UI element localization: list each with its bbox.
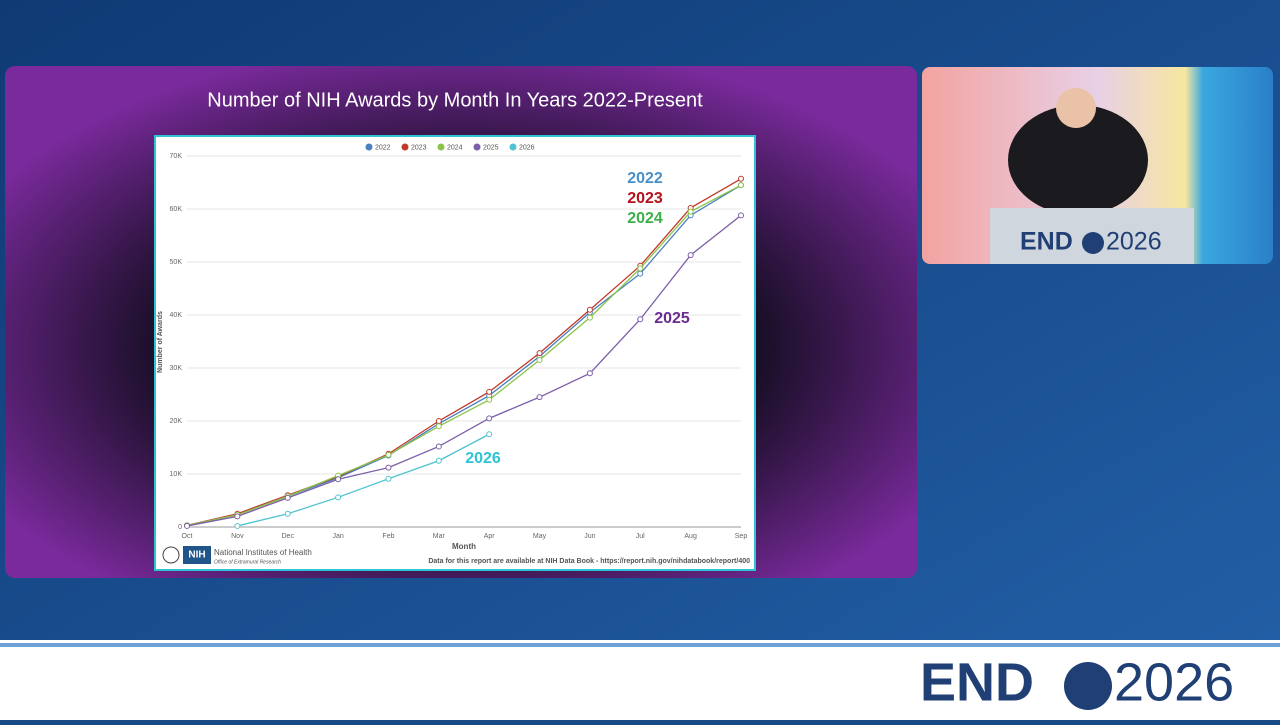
speaker-head (1056, 88, 1096, 128)
x-tick-label: Mar (433, 533, 446, 540)
x-tick-label: Jul (636, 533, 645, 540)
footer-stripe (0, 643, 1280, 647)
data-point (234, 513, 241, 520)
logo-globe (1064, 662, 1112, 710)
legend-marker (365, 143, 373, 151)
data-point (385, 475, 392, 482)
y-axis-label: Number of Awards (157, 311, 164, 373)
y-tick-label: 60K (170, 206, 183, 213)
data-point (637, 270, 644, 277)
data-point (234, 522, 241, 529)
data-point (184, 522, 190, 529)
data-point (435, 457, 442, 464)
legend-label: 2024 (447, 144, 463, 151)
podium-logo-globe (1082, 232, 1104, 254)
data-point (435, 418, 442, 424)
y-tick-label: 0 (178, 524, 182, 531)
data-point (687, 208, 694, 215)
nih-name: National Institutes of Health (214, 548, 312, 557)
y-tick-label: 50K (170, 259, 183, 266)
series-line (186, 178, 742, 527)
data-point (687, 252, 694, 259)
annotation: 2024 (627, 210, 663, 227)
data-point (637, 316, 644, 323)
series-line (186, 184, 742, 527)
podium-logo-name: END (1020, 228, 1073, 256)
legend-marker (509, 143, 517, 151)
x-tick-label: Nov (231, 533, 244, 540)
nih-mark: NIH (188, 550, 205, 561)
data-point (486, 396, 493, 403)
data-point (586, 314, 593, 321)
x-tick-label: Feb (382, 533, 394, 540)
data-point (637, 265, 644, 272)
data-point (586, 370, 593, 377)
y-tick-label: 30K (170, 365, 183, 372)
annotation: 2025 (654, 310, 690, 327)
podium-logo-year: 2026 (1106, 228, 1162, 256)
data-point (335, 494, 342, 501)
nih-badge (183, 546, 211, 564)
annotation: 2023 (627, 190, 663, 207)
legend-marker (437, 143, 445, 151)
legend-label: 2023 (411, 144, 427, 151)
x-tick-label: May (533, 533, 547, 540)
y-tick-label: 10K (170, 471, 183, 478)
logo-name: END (920, 652, 1034, 712)
nih-office: Office of Extramural Research (214, 559, 281, 565)
series-line (186, 214, 742, 527)
x-tick-label: Aug (684, 533, 697, 540)
x-tick-label: Sep (735, 533, 748, 540)
x-tick-label: Dec (282, 533, 295, 540)
x-axis-label: Month (452, 542, 476, 551)
data-point (335, 476, 342, 483)
legend-label: 2022 (375, 144, 391, 151)
data-point (738, 212, 744, 219)
data-point (435, 443, 442, 450)
annotation: 2026 (465, 450, 501, 467)
data-point (284, 494, 291, 501)
data-point (738, 175, 744, 182)
data-point (486, 415, 493, 422)
data-point (284, 510, 291, 517)
data-point (486, 431, 493, 438)
y-tick-label: 70K (170, 153, 183, 160)
hhs-seal (162, 546, 180, 564)
data-point (435, 423, 442, 430)
logo-year: 2026 (1114, 652, 1234, 712)
data-point (586, 306, 593, 313)
data-point (738, 182, 744, 189)
legend-label: 2026 (519, 144, 535, 151)
data-point (536, 350, 543, 357)
x-tick-label: Apr (484, 533, 496, 540)
series-line (237, 433, 490, 527)
legend-label: 2025 (483, 144, 499, 151)
legend-marker (473, 143, 481, 151)
x-tick-label: Jun (584, 533, 595, 540)
data-point (536, 357, 543, 364)
y-tick-label: 40K (170, 312, 183, 319)
speaker (1008, 105, 1148, 215)
chart-area (154, 135, 756, 571)
x-tick-label: Jan (332, 533, 343, 540)
data-point (385, 451, 392, 458)
data-point (486, 388, 493, 395)
legend-marker (401, 143, 409, 151)
x-tick-label: Oct (182, 533, 193, 540)
data-point (385, 464, 392, 471)
annotation: 2022 (627, 170, 663, 187)
data-point (536, 394, 543, 401)
chart-title: Number of NIH Awards by Month In Years 2… (207, 89, 703, 111)
y-tick-label: 20K (170, 418, 183, 425)
source-note: Data for this report are available at NI… (428, 558, 750, 565)
